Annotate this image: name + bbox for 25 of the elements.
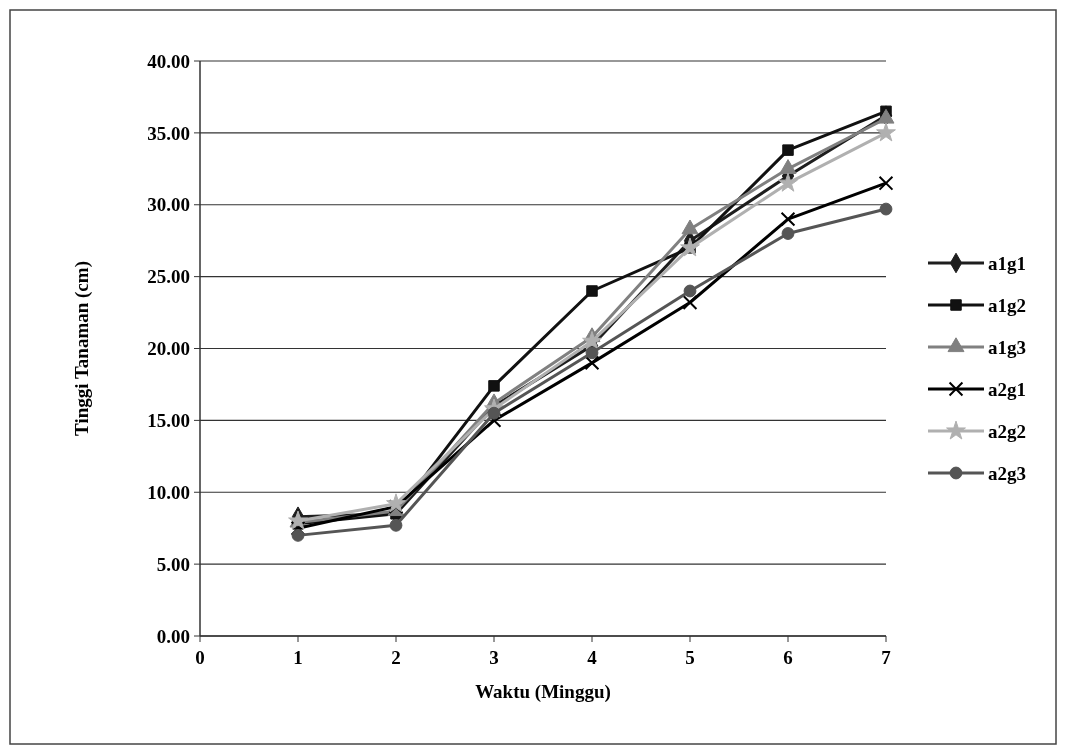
y-tick-label: 40.00 [147,50,190,72]
legend-label: a2g3 [988,462,1026,484]
y-tick-label: 0.00 [156,625,190,647]
x-tick-label: 2 [391,647,401,668]
y-tick-label: 10.00 [147,481,190,503]
y-tick-label: 30.00 [147,194,190,216]
x-tick-label: 7 [881,647,892,668]
x-tick-label: 1 [293,647,303,668]
legend-label: a1g1 [988,252,1026,274]
legend-label: a2g2 [988,420,1026,442]
x-tick-label: 5 [685,647,695,668]
x-tick-label: 6 [783,647,793,668]
x-tick-label: 3 [489,647,499,668]
x-axis-title: Waktu (Minggu) [475,681,611,703]
y-tick-label: 35.00 [147,122,190,144]
legend-label: a1g3 [988,336,1026,358]
y-tick-label: 20.00 [147,338,190,360]
y-tick-label: 5.00 [156,553,190,575]
y-tick-label: 15.00 [147,410,190,432]
legend-label: a2g1 [988,378,1026,400]
y-tick-label: 25.00 [147,266,190,288]
x-tick-label: 4 [587,647,598,668]
y-axis-title: Tinggi Tanaman (cm) [71,261,93,436]
x-tick-label: 0 [195,647,205,668]
legend-label: a1g2 [988,294,1026,316]
